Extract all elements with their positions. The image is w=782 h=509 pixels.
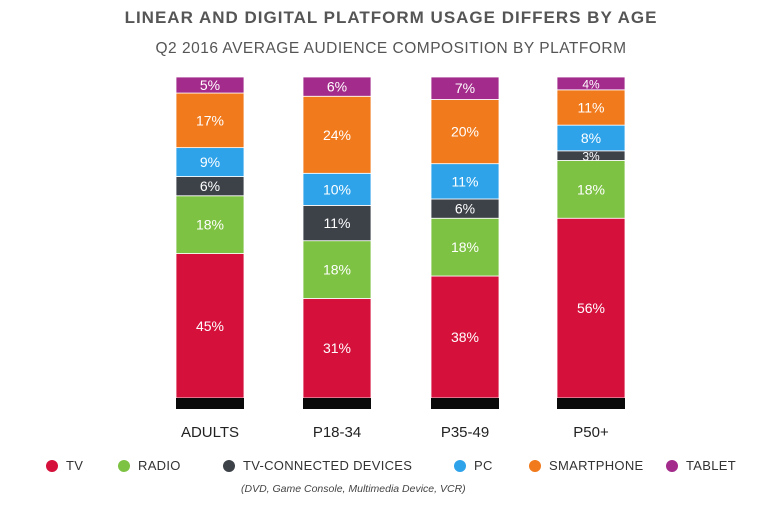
data-label: 24% xyxy=(323,127,351,143)
bar-segment-tv-p35-49 xyxy=(430,275,500,399)
bar-base xyxy=(176,398,244,409)
data-label: 18% xyxy=(451,239,479,255)
bar-segment-pc-adults xyxy=(175,147,245,177)
data-label: 6% xyxy=(200,178,220,194)
chart-subtitle: Q2 2016 AVERAGE AUDIENCE COMPOSITION BY … xyxy=(155,40,627,57)
bar-segment-tablet-p50- xyxy=(556,76,626,91)
bar-segment-pc-p35-49 xyxy=(430,163,500,200)
data-label: 18% xyxy=(196,217,224,233)
data-label: 10% xyxy=(323,181,351,197)
data-label: 6% xyxy=(455,201,475,217)
legend-label-radio: RADIO xyxy=(138,458,181,473)
legend-swatch-tv-connected xyxy=(223,459,235,472)
bar-segment-smartphone-p18-34 xyxy=(302,95,372,174)
bar-base xyxy=(303,398,371,409)
bar-base xyxy=(557,398,625,409)
bar-segment-tv-adults xyxy=(175,253,245,399)
data-label: 5% xyxy=(200,77,220,93)
legend-label-tv: TV xyxy=(66,458,84,473)
data-label: 18% xyxy=(323,262,351,278)
legend-label-pc: PC xyxy=(474,458,493,473)
bar-segment-tablet-p18-34 xyxy=(302,76,372,97)
data-label: 18% xyxy=(577,181,605,197)
data-label: 8% xyxy=(581,130,601,146)
chart-title: LINEAR AND DIGITAL PLATFORM USAGE DIFFER… xyxy=(124,8,658,27)
bar-segment-smartphone-adults xyxy=(175,92,245,149)
legend-item-pc: PC xyxy=(454,458,493,473)
legend: TV RADIO TV-CONNECTED DEVICES PC SMARTPH… xyxy=(0,458,782,482)
bar-segment-radio-adults xyxy=(175,195,245,254)
data-label: 11% xyxy=(452,173,479,189)
legend-label-tablet: TABLET xyxy=(686,458,736,473)
legend-note: (DVD, Game Console, Multimedia Device, V… xyxy=(241,483,466,495)
category-label: P35-49 xyxy=(441,424,489,441)
data-label: 17% xyxy=(196,112,224,128)
data-label: 7% xyxy=(455,80,475,96)
category-label: P18-34 xyxy=(313,424,361,441)
data-label: 6% xyxy=(327,79,347,95)
legend-item-smartphone: SMARTPHONE xyxy=(529,458,644,473)
data-label: 9% xyxy=(200,154,220,170)
legend-swatch-tv xyxy=(46,459,58,472)
bar-segment-radio-p50- xyxy=(556,160,626,219)
data-label: 20% xyxy=(451,124,479,140)
data-label: 3% xyxy=(582,150,600,164)
data-label: 45% xyxy=(196,318,224,334)
legend-item-tablet: TABLET xyxy=(666,458,736,473)
legend-swatch-pc xyxy=(454,459,466,472)
category-label: P50+ xyxy=(573,424,609,441)
bar-segment-radio-p18-34 xyxy=(302,240,372,299)
bar-segment-radio-p35-49 xyxy=(430,217,500,277)
legend-label-tv-connected: TV-CONNECTED DEVICES xyxy=(243,458,413,473)
bar-segment-tablet-p35-49 xyxy=(430,76,500,100)
bar-segment-tablet-adults xyxy=(175,76,245,94)
bar-segment-smartphone-p50- xyxy=(556,89,626,126)
data-label: 11% xyxy=(578,99,605,115)
legend-item-radio: RADIO xyxy=(118,458,181,473)
legend-swatch-tablet xyxy=(666,459,678,472)
data-label: 4% xyxy=(582,77,600,91)
bar-segment-tv-p50- xyxy=(556,217,626,399)
legend-swatch-radio xyxy=(118,459,130,472)
data-label: 38% xyxy=(451,329,479,345)
data-label: 56% xyxy=(577,300,605,316)
data-label: 11% xyxy=(324,215,351,231)
bar-base xyxy=(431,398,499,409)
data-label: 31% xyxy=(323,340,351,356)
bar-segment-tv-connected-devices-p18-34 xyxy=(302,204,372,242)
legend-item-tv: TV xyxy=(46,458,83,473)
bar-segment-pc-p18-34 xyxy=(302,172,372,206)
legend-item-tv-connected: TV-CONNECTED DEVICES xyxy=(223,458,412,473)
legend-label-smartphone: SMARTPHONE xyxy=(549,458,644,473)
legend-swatch-smartphone xyxy=(529,459,541,472)
category-label: ADULTS xyxy=(181,424,239,441)
